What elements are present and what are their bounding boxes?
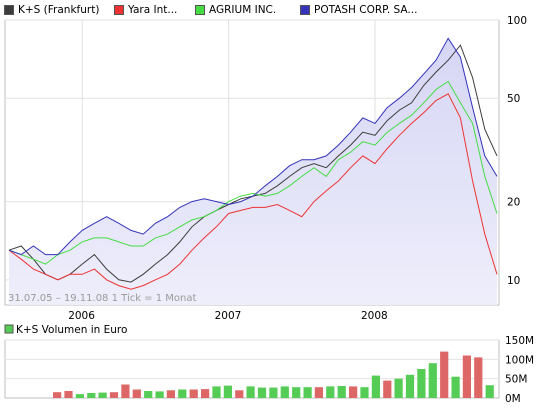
volume-bar bbox=[178, 389, 187, 398]
volume-legend-label: K+S Volumen in Euro bbox=[16, 324, 127, 336]
series-line-yara-int bbox=[8, 93, 498, 290]
volume-bar bbox=[212, 386, 221, 398]
volume-bar bbox=[246, 386, 255, 398]
volume-bar bbox=[235, 390, 244, 398]
legend-label-potash: POTASH CORP. SA... bbox=[314, 4, 418, 16]
date-range-info: 31.07.05 – 19.11.08 1 Tick = 1 Monat bbox=[8, 293, 196, 304]
volume-bar bbox=[280, 386, 289, 398]
price-lines bbox=[8, 37, 498, 290]
volume-tick-label: 50M bbox=[505, 374, 527, 386]
volume-tick-label: 150M bbox=[505, 335, 534, 347]
volume-bar bbox=[121, 384, 130, 398]
volume-bar bbox=[474, 357, 483, 398]
volume-bar bbox=[98, 392, 107, 398]
volume-gridlines bbox=[5, 339, 499, 380]
volume-bars bbox=[53, 351, 494, 398]
volume-bar bbox=[292, 387, 301, 398]
volume-bar bbox=[405, 374, 415, 398]
volume-bar bbox=[428, 363, 437, 398]
volume-bar bbox=[485, 385, 494, 398]
volume-bar bbox=[201, 389, 210, 398]
volume-bar bbox=[349, 386, 358, 398]
legend-swatch-ks bbox=[4, 5, 14, 15]
volume-bar bbox=[144, 391, 153, 398]
volume-bar bbox=[257, 387, 267, 398]
volume-bar bbox=[166, 390, 175, 398]
volume-bar bbox=[462, 355, 471, 398]
legend-item-agrium[interactable]: AGRIUM INC. bbox=[195, 3, 276, 17]
volume-tick-label: 100M bbox=[505, 354, 534, 366]
volume-bar bbox=[223, 385, 232, 398]
legend-item-ks[interactable]: K+S (Frankfurt) bbox=[4, 3, 99, 17]
volume-bar bbox=[303, 387, 312, 398]
y-axis-ticks: 10 20 50 100 bbox=[507, 15, 527, 287]
legend-label-agrium: AGRIUM INC. bbox=[209, 4, 277, 16]
legend-item-yara[interactable]: Yara Int... bbox=[114, 3, 177, 17]
volume-bar bbox=[383, 380, 392, 398]
y-tick-label: 10 bbox=[507, 275, 520, 287]
volume-bar bbox=[417, 369, 426, 398]
y-tick-label: 100 bbox=[507, 15, 527, 27]
volume-bar bbox=[189, 389, 198, 398]
legend-item-potash[interactable]: POTASH CORP. SA... bbox=[300, 3, 417, 17]
volume-bar bbox=[53, 392, 62, 398]
volume-bar bbox=[314, 387, 323, 398]
volume-bar bbox=[326, 386, 335, 398]
volume-bar bbox=[75, 394, 84, 398]
y-tick-label: 50 bbox=[507, 93, 520, 105]
x-tick-label: 2008 bbox=[361, 310, 388, 322]
x-tick-label: 2007 bbox=[215, 310, 242, 322]
volume-bar bbox=[451, 376, 460, 398]
chart-legend: K+S (Frankfurt) Yara Int... AGRIUM INC. … bbox=[0, 3, 545, 17]
y-tick-label: 20 bbox=[507, 197, 520, 209]
volume-bar bbox=[360, 387, 369, 398]
volume-bar bbox=[440, 351, 449, 398]
volume-bar bbox=[64, 391, 73, 398]
x-tick-label: 2006 bbox=[68, 310, 95, 322]
legend-swatch-yara bbox=[114, 5, 124, 15]
volume-bar bbox=[394, 378, 403, 398]
potash-area-fill bbox=[9, 38, 497, 305]
legend-swatch-potash bbox=[300, 5, 310, 15]
volume-bar bbox=[269, 387, 278, 398]
legend-label-yara: Yara Int... bbox=[128, 4, 178, 16]
series-line-potash-corp-sa bbox=[8, 37, 498, 256]
legend-label-ks: K+S (Frankfurt) bbox=[18, 4, 100, 16]
volume-legend-swatch bbox=[4, 324, 14, 334]
series-line-agrium-inc bbox=[8, 80, 498, 265]
volume-tick-label: 0M bbox=[505, 393, 521, 405]
volume-axis-ticks: 0M 50M 100M 150M bbox=[505, 335, 534, 405]
x-axis-ticks: 2006 2007 2008 bbox=[68, 310, 388, 322]
volume-bar bbox=[337, 386, 346, 398]
volume-bar bbox=[155, 391, 164, 398]
volume-bar bbox=[132, 389, 141, 398]
legend-swatch-agrium bbox=[195, 5, 205, 15]
volume-bar bbox=[371, 375, 380, 398]
volume-bar bbox=[87, 393, 96, 398]
volume-bar bbox=[109, 392, 119, 398]
